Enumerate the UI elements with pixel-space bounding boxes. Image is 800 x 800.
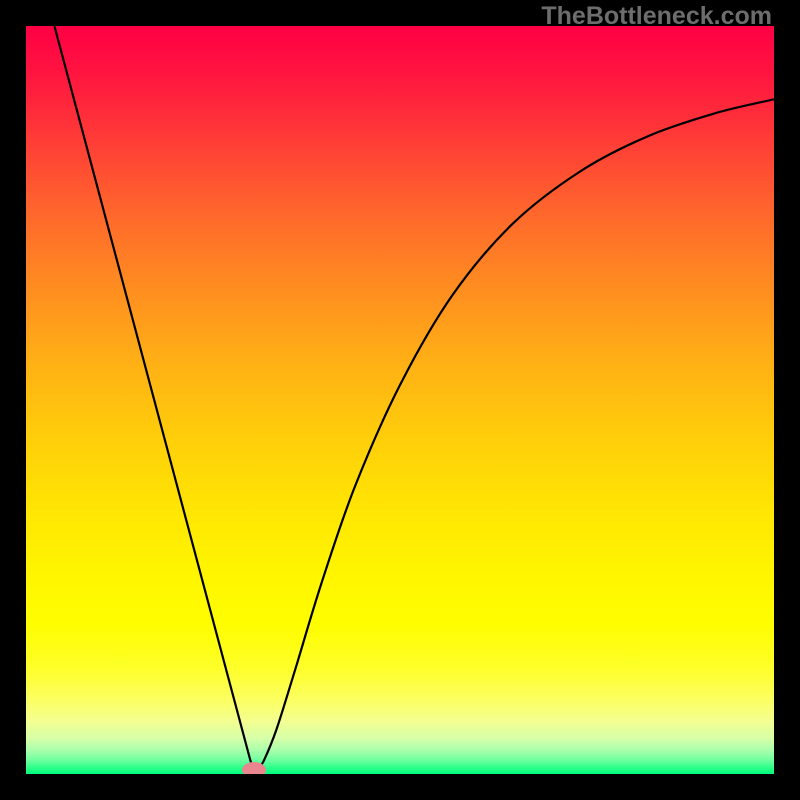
vertex-marker: [242, 762, 266, 775]
plot-area: [26, 26, 774, 774]
bottleneck-curve: [26, 26, 774, 774]
watermark-text: TheBottleneck.com: [541, 2, 772, 31]
